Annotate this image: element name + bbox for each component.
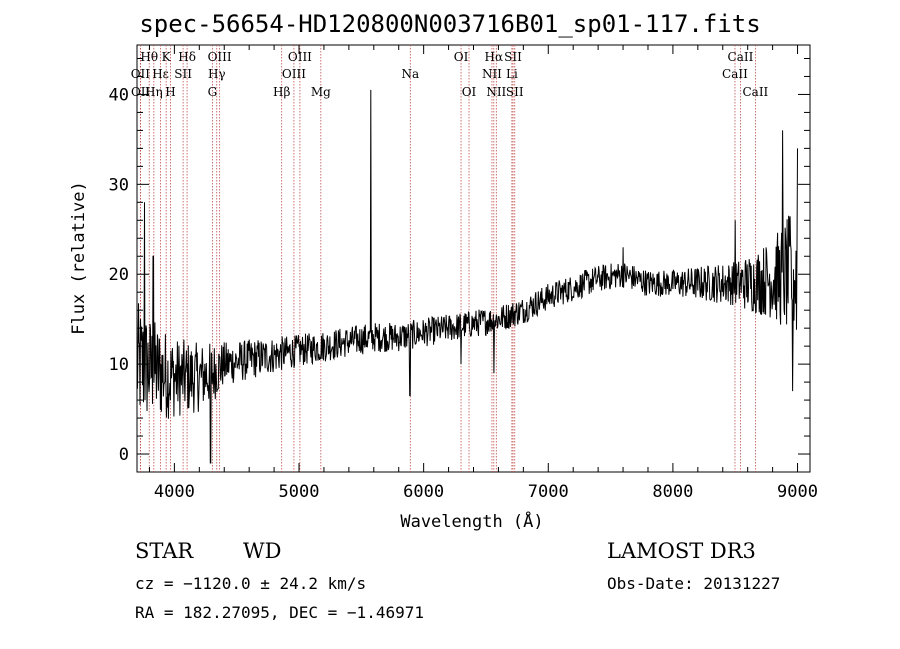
flux-series-line [136, 89, 798, 464]
y-axis-label: Flux (relative) [69, 181, 89, 335]
spectral-line-label: Hγ [208, 67, 226, 81]
object-subclass: WD [243, 539, 282, 563]
spectral-line-label: Li [506, 67, 518, 81]
spectral-line-label: Hδ [178, 50, 196, 64]
spectral-line-label: G [208, 85, 218, 99]
spectral-line-label: Hη [145, 85, 163, 99]
x-axis-label: Wavelength (Å) [400, 510, 543, 532]
redshift-velocity: cz = −1120.0 ± 24.2 km/s [135, 574, 367, 593]
spectral-line-label: CaII [722, 67, 748, 81]
spectral-line-label: NII [482, 67, 502, 81]
survey-name: LAMOST DR3 [607, 539, 756, 563]
spectral-line-label: Hθ [140, 50, 158, 64]
spectral-line-label: NII [486, 85, 506, 99]
y-tick-label: 20 [109, 265, 129, 285]
spectral-line-label: CaII [742, 85, 768, 99]
x-tick-label: 7000 [528, 482, 569, 502]
y-tick-label: 40 [109, 85, 129, 105]
y-tick-label: 10 [109, 355, 129, 375]
spectral-line-label: OI [462, 85, 477, 99]
spectral-line-label: SII [506, 85, 524, 99]
spectral-line-label: Hε [152, 67, 169, 81]
spectral-line-label: Hβ [273, 85, 290, 99]
spectral-line-label: OIII [288, 50, 312, 64]
spectral-line-label: Hα [485, 50, 504, 64]
x-tick-label: 6000 [403, 482, 444, 502]
spectral-line-label: OII [131, 67, 151, 81]
y-axis: 0 10 20 30 40 [109, 57, 810, 465]
y-tick-label: 0 [119, 445, 129, 465]
spectral-line-label: SII [174, 67, 192, 81]
spectral-line-markers [139, 45, 756, 472]
plot-frame [136, 44, 811, 473]
object-class: STAR [135, 539, 194, 563]
spectral-line-label: OIII [208, 50, 232, 64]
observation-date: Obs-Date: 20131227 [607, 574, 781, 593]
spectral-line-label: H [165, 85, 175, 99]
coordinates: RA = 182.27095, DEC = −1.46971 [135, 603, 424, 622]
spectral-line-label: OIII [282, 67, 306, 81]
x-tick-label: 4000 [154, 482, 195, 502]
spectral-line-label: Na [401, 67, 419, 81]
spectral-line-label: Mg [311, 85, 331, 99]
x-axis: 4000 5000 6000 7000 8000 9000 [148, 45, 818, 502]
spectral-line-label: OI [454, 50, 469, 64]
x-tick-label: 8000 [652, 482, 693, 502]
chart-title: spec-56654-HD120800N003716B01_sp01-117.f… [139, 10, 761, 38]
spectral-line-label: SII [504, 50, 522, 64]
y-tick-label: 30 [109, 175, 129, 195]
x-tick-label: 9000 [777, 482, 818, 502]
spectral-line-label: OII [131, 85, 151, 99]
x-tick-label: 5000 [279, 482, 320, 502]
spectral-line-label: CaII [728, 50, 754, 64]
spectral-line-label: K [162, 50, 172, 64]
